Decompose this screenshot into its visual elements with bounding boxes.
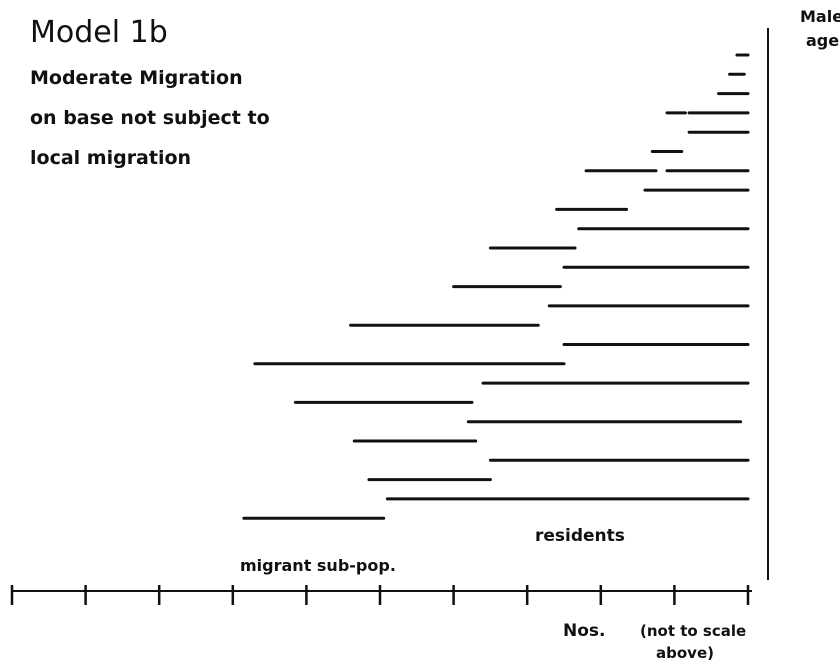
subtitle-line-1: Moderate Migration bbox=[30, 67, 243, 89]
x-axis-note-line-1: (not to scale bbox=[640, 622, 746, 640]
y-axis-label-line-2: age bbox=[806, 31, 839, 50]
y-axis-label-line-1: Males bbox=[800, 7, 840, 26]
chart-title: Model 1b bbox=[30, 15, 168, 50]
subtitle-line-3: local migration bbox=[30, 147, 191, 169]
bar-segments bbox=[242, 53, 750, 520]
residents-label: residents bbox=[535, 526, 625, 546]
subtitle-line-2: on base not subject to bbox=[30, 107, 270, 129]
migrant-label: migrant sub-pop. bbox=[240, 556, 396, 575]
x-axis-ticks bbox=[10, 585, 750, 605]
x-axis-label: Nos. bbox=[563, 621, 605, 641]
x-axis-note-line-2: above) bbox=[656, 644, 714, 662]
